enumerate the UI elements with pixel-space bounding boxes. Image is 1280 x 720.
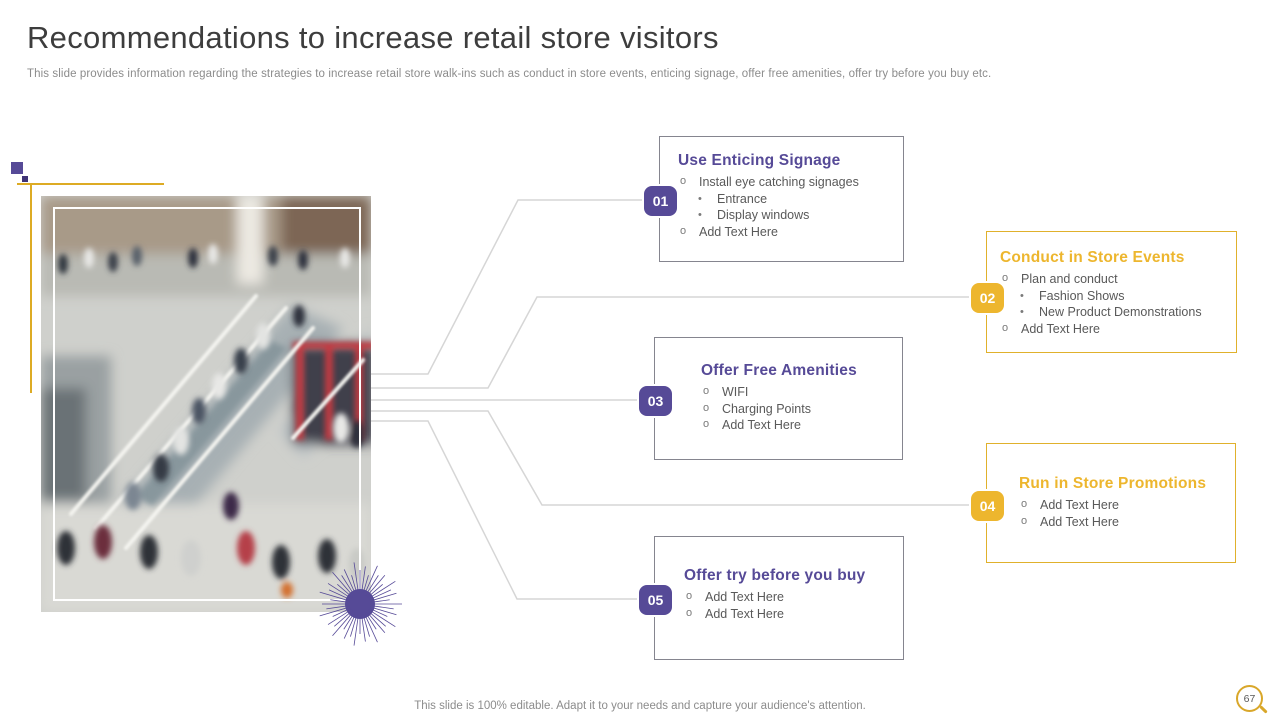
card-title: Offer Free Amenities [701, 362, 857, 379]
decor-yellow-horizontal-line [17, 183, 164, 185]
card-offer-free-amenities[interactable]: 03 Offer Free Amenities WIFI Charging Po… [639, 337, 903, 460]
bullet-item: New Product Demonstrations [1000, 304, 1228, 321]
bullet-item: Charging Points [701, 400, 892, 418]
bullet-item: Add Text Here [678, 223, 893, 241]
decor-purple-square-small [22, 176, 28, 182]
card-number-badge: 02 [971, 283, 1004, 313]
page-subtitle[interactable]: This slide provides information regardin… [27, 68, 992, 80]
photo-illustration [41, 196, 371, 612]
page-title[interactable]: Recommendations to increase retail store… [27, 20, 719, 55]
footer-note[interactable]: This slide is 100% editable. Adapt it to… [414, 700, 866, 712]
card-number-badge: 01 [644, 186, 677, 216]
card-number-badge: 05 [639, 585, 672, 615]
card-bullet-list: Install eye catching signages Entrance D… [678, 173, 893, 241]
card-bullet-list: Add Text Here Add Text Here [1019, 496, 1225, 531]
card-title: Offer try before you buy [684, 567, 866, 584]
card-run-in-store-promotions[interactable]: 04 Run in Store Promotions Add Text Here… [971, 443, 1236, 563]
bullet-item: Add Text Here [1000, 320, 1228, 338]
card-offer-try-before-you-buy[interactable]: 05 Offer try before you buy Add Text Her… [639, 536, 904, 660]
card-bullet-list: WIFI Charging Points Add Text Here [701, 383, 892, 434]
bullet-item: Add Text Here [684, 588, 893, 606]
decor-yellow-vertical-line [30, 183, 32, 393]
bullet-item: Fashion Shows [1000, 288, 1228, 305]
card-conduct-in-store-events[interactable]: 02 Conduct in Store Events Plan and cond… [971, 231, 1237, 353]
page-number: 67 [1243, 692, 1256, 705]
card-number-badge: 03 [639, 386, 672, 416]
card-bullet-list: Plan and conduct Fashion Shows New Produ… [1000, 270, 1228, 338]
bullet-item: Add Text Here [1019, 513, 1225, 531]
bullet-item: Install eye catching signages [678, 173, 893, 191]
page-number-badge[interactable]: 67 [1236, 685, 1263, 712]
retail-store-crowd-photo[interactable] [41, 196, 371, 612]
card-title: Run in Store Promotions [1019, 475, 1207, 492]
card-bullet-list: Add Text Here Add Text Here [684, 588, 893, 623]
card-title: Use Enticing Signage [678, 152, 841, 169]
bullet-item: Add Text Here [701, 416, 892, 434]
bullet-item: Plan and conduct [1000, 270, 1228, 288]
bullet-item: Add Text Here [684, 605, 893, 623]
photo-inner-frame [53, 207, 361, 601]
bullet-item: WIFI [701, 383, 892, 401]
bullet-item: Entrance [678, 191, 893, 208]
card-title: Conduct in Store Events [1000, 249, 1185, 266]
card-use-enticing-signage[interactable]: 01 Use Enticing Signage Install eye catc… [644, 136, 904, 262]
bullet-item: Display windows [678, 207, 893, 224]
bullet-item: Add Text Here [1019, 496, 1225, 514]
card-number-badge: 04 [971, 491, 1004, 521]
decor-purple-square [11, 162, 23, 174]
